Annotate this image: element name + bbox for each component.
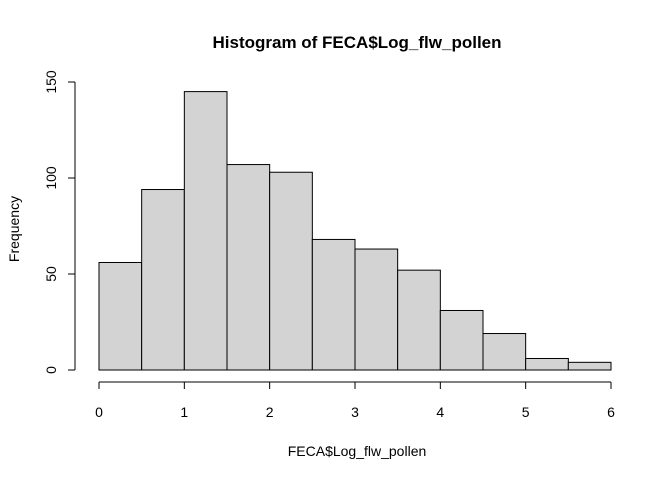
histogram-bar-6 bbox=[311, 238, 356, 371]
histogram-bar-11 bbox=[525, 357, 569, 371]
histogram-bar-3 bbox=[183, 91, 228, 371]
chart-title: Histogram of FECA$Log_flw_pollen bbox=[212, 33, 501, 52]
histogram-bar-4 bbox=[226, 164, 271, 371]
y-axis-label: Frequency bbox=[6, 196, 22, 262]
histogram-bar-12 bbox=[567, 361, 612, 371]
x-tick-label: 0 bbox=[95, 404, 103, 420]
x-tick-label: 6 bbox=[607, 404, 615, 420]
x-tick-label: 1 bbox=[180, 404, 188, 420]
y-tick-label: 0 bbox=[43, 366, 59, 374]
histogram-bar-9 bbox=[439, 309, 484, 371]
histogram-bar-10 bbox=[482, 333, 527, 371]
y-tick-label: 50 bbox=[43, 266, 59, 282]
y-tick-label: 100 bbox=[43, 166, 59, 190]
histogram-bar-7 bbox=[354, 248, 399, 371]
histogram-bar-1 bbox=[98, 261, 143, 371]
x-tick-label: 5 bbox=[522, 404, 530, 420]
x-tick-label: 2 bbox=[266, 404, 274, 420]
x-tick-label: 3 bbox=[351, 404, 359, 420]
x-tick-label: 4 bbox=[436, 404, 444, 420]
y-tick-label: 150 bbox=[43, 70, 59, 94]
histogram-bar-5 bbox=[269, 171, 313, 371]
x-axis: 0 1 2 3 4 5 6 bbox=[95, 381, 615, 420]
histogram-bar-2 bbox=[141, 189, 185, 371]
histogram-bars bbox=[98, 91, 612, 371]
x-axis-label: FECA$Log_flw_pollen bbox=[288, 443, 427, 459]
histogram-bar-8 bbox=[397, 269, 441, 371]
y-axis: 0 50 100 150 bbox=[43, 70, 76, 374]
